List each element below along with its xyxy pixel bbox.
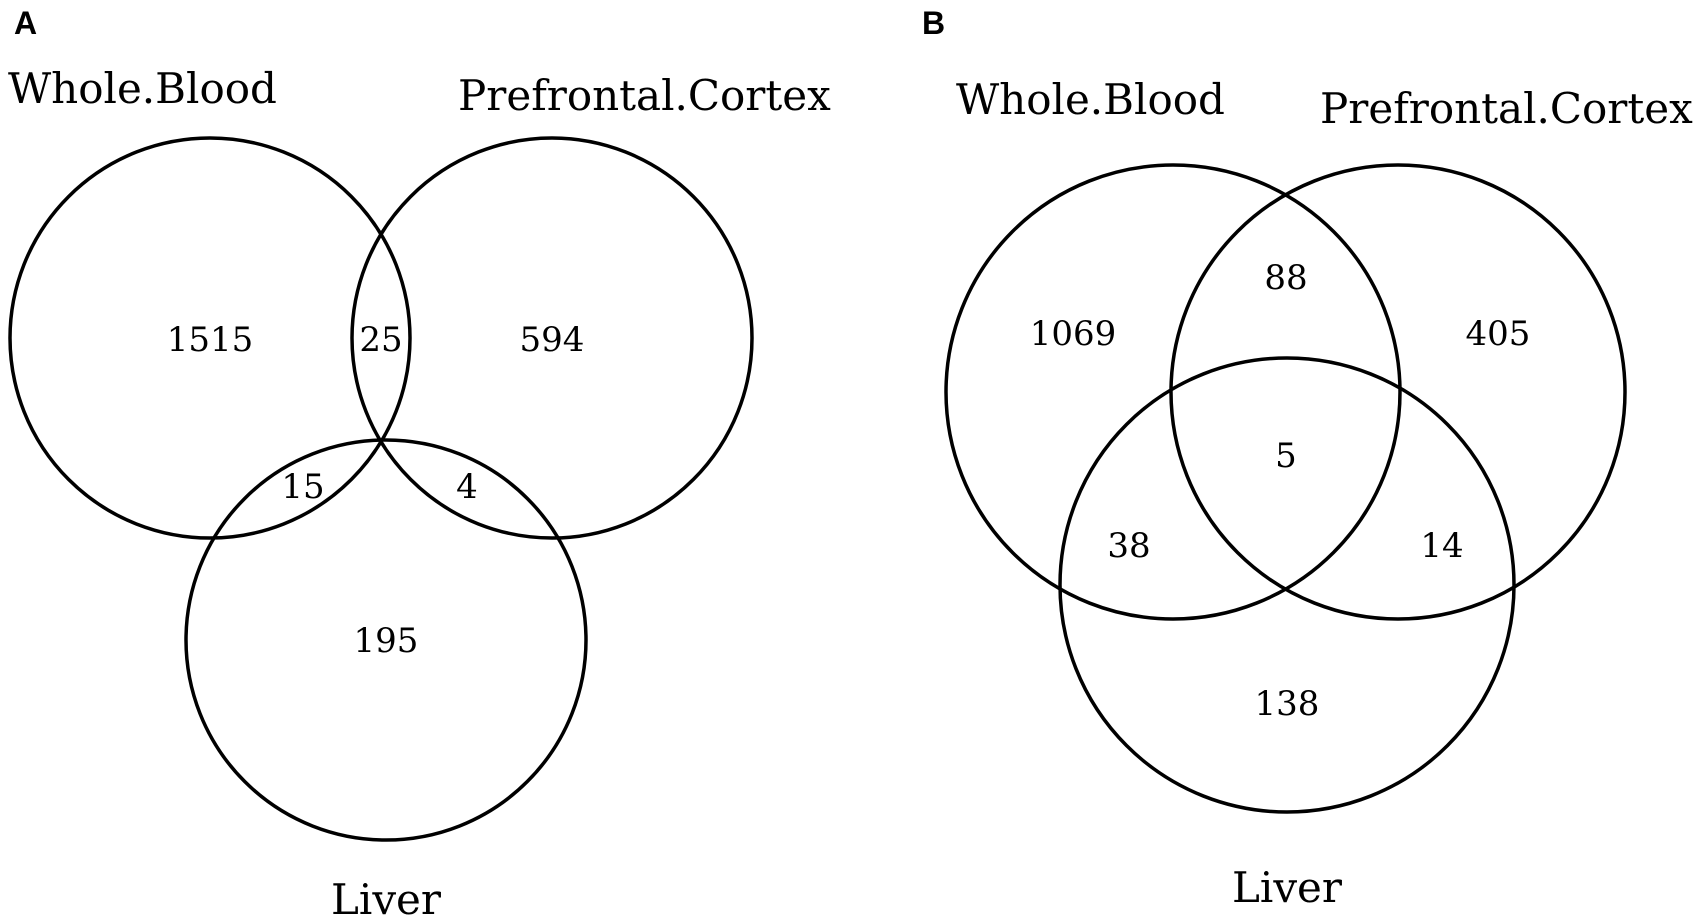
panel-a-label-whole-blood: Whole.Blood — [8, 64, 277, 113]
panel-a-letter: A — [14, 5, 37, 41]
panel-b-count-cortex-liver: 14 — [1420, 526, 1463, 566]
panel-a-circle-liver — [184, 438, 588, 842]
panel-a-count-liver-only: 195 — [354, 621, 419, 661]
panel-a-circle-prefrontal-cortex — [350, 136, 754, 540]
panel-b-label-liver: Liver — [1232, 863, 1343, 912]
panel-b-letter: B — [922, 5, 945, 41]
panel-b-count-blood-cortex: 88 — [1264, 258, 1307, 298]
panel-b-circle-whole-blood — [944, 163, 1402, 621]
panel-b-circle-prefrontal-cortex — [1169, 163, 1627, 621]
panel-b-circle-liver — [1058, 356, 1516, 814]
panel-a-count-blood-cortex: 25 — [359, 320, 402, 360]
panel-a-count-blood-liver: 15 — [281, 467, 324, 507]
panel-a-count-cortex-only: 594 — [520, 320, 585, 360]
panel-b-label-prefrontal-cortex: Prefrontal.Cortex — [1320, 84, 1693, 133]
panel-b-count-all-three: 5 — [1275, 436, 1297, 476]
panel-b-count-cortex-only: 405 — [1466, 314, 1531, 354]
panel-b-count-liver-only: 138 — [1255, 684, 1320, 724]
panel-a-count-cortex-liver: 4 — [456, 467, 478, 507]
panel-b-label-whole-blood: Whole.Blood — [956, 75, 1225, 124]
panel-b: B Whole.Blood Prefrontal.Cortex Liver 10… — [922, 5, 1693, 912]
panel-a-count-whole-blood-only: 1515 — [167, 320, 254, 360]
panel-a-label-liver: Liver — [331, 875, 442, 919]
panel-a: A Whole.Blood Prefrontal.Cortex Liver 15… — [8, 5, 831, 919]
panel-a-label-prefrontal-cortex: Prefrontal.Cortex — [458, 71, 831, 120]
panel-a-circle-whole-blood — [8, 136, 412, 540]
panel-b-count-whole-blood-only: 1069 — [1030, 314, 1117, 354]
panel-b-count-blood-liver: 38 — [1107, 526, 1150, 566]
